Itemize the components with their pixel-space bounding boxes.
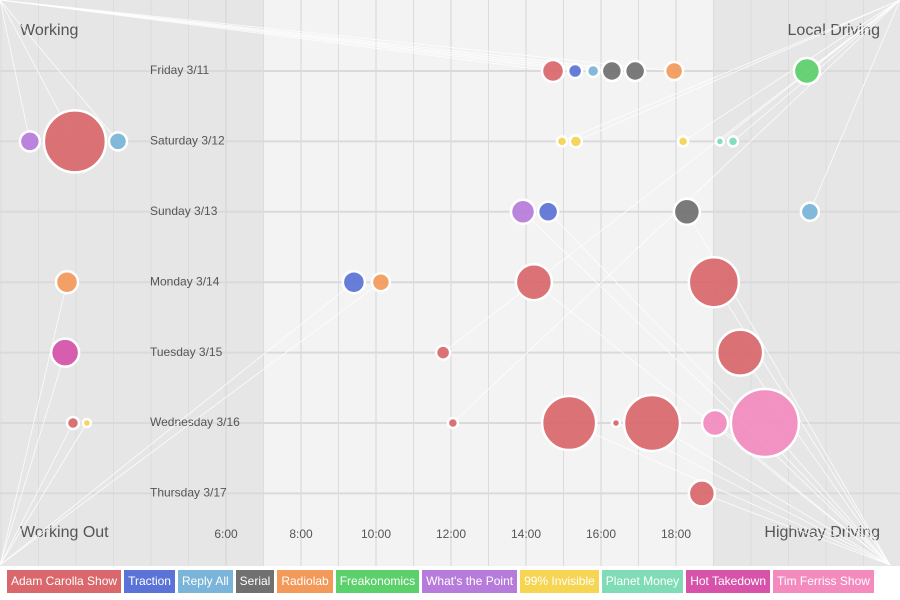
location-link: [0, 0, 119, 142]
bubble: [370, 271, 392, 293]
bubble: [715, 328, 765, 377]
legend-item[interactable]: Freakonomics: [335, 570, 420, 593]
x-tick-label: 10:00: [361, 527, 391, 541]
bubble: [566, 62, 584, 80]
bubble: [540, 394, 598, 452]
bubble: [434, 344, 452, 361]
location-link: [651, 422, 891, 566]
location-link: [0, 422, 74, 566]
x-tick-label: 18:00: [661, 527, 691, 541]
location-link: [0, 0, 554, 72]
bubble: [622, 393, 682, 453]
legend-item[interactable]: What's the Point: [422, 570, 518, 593]
bubble: [799, 201, 821, 223]
bubble: [600, 59, 624, 83]
location-link: [0, 0, 612, 72]
legend: Adam Carolla Show Traction Reply All Serial…: [7, 570, 874, 593]
bubble: [687, 479, 717, 508]
location-link: [701, 493, 891, 566]
location-link: [0, 0, 636, 72]
location-link: [0, 0, 675, 72]
bubble: [687, 255, 741, 309]
bubble: [729, 387, 801, 459]
y-tick-label: Saturday 3/12: [150, 134, 225, 148]
bubble: [663, 60, 685, 82]
legend-item[interactable]: Adam Carolla Show: [7, 570, 122, 593]
location-link: [0, 281, 382, 566]
location-link: [809, 0, 900, 212]
x-tick-label: 12:00: [436, 527, 466, 541]
bubble: [49, 337, 81, 368]
location-link: [0, 282, 68, 566]
bubble: [18, 130, 42, 153]
y-tick-label: Thursday 3/17: [150, 486, 227, 500]
bubble: [555, 135, 569, 148]
bubble: [107, 131, 129, 152]
bubble: [514, 262, 554, 302]
location-label: Local Driving: [788, 22, 880, 39]
legend-item[interactable]: Traction: [124, 570, 175, 593]
y-tick-label: Monday 3/14: [150, 274, 220, 288]
legend-item[interactable]: Radiolab: [277, 570, 333, 593]
x-tick-label: 16:00: [586, 527, 616, 541]
location-link: [0, 281, 355, 566]
location-link: [568, 422, 891, 566]
x-tick-label: 6:00: [214, 527, 238, 541]
x-tick-label: 14:00: [511, 527, 541, 541]
bubble: [700, 408, 730, 438]
location-label: Working Out: [20, 524, 109, 541]
y-tick-label: Wednesday 3/16: [150, 415, 240, 429]
location-link: [0, 422, 88, 566]
chart: Working Local Driving Working Out Highwa…: [0, 0, 900, 566]
location-link: [561, 0, 900, 142]
bubble: [65, 415, 81, 431]
bubble: [42, 109, 108, 174]
legend-item[interactable]: Planet Money: [601, 570, 684, 593]
location-link: [682, 0, 900, 142]
bubble: [672, 197, 702, 227]
bubble: [536, 200, 560, 224]
x-tick-label: 8:00: [289, 527, 313, 541]
bubble: [509, 198, 537, 226]
legend-item[interactable]: 99% Invisible: [520, 570, 599, 593]
bubble: [623, 59, 647, 83]
legend-item[interactable]: Reply All: [177, 570, 233, 593]
bubble: [81, 417, 93, 429]
legend-item[interactable]: Serial: [235, 570, 275, 593]
y-tick-label: Sunday 3/13: [150, 204, 218, 218]
y-tick-label: Friday 3/11: [150, 63, 209, 77]
legend-item[interactable]: Hot Takedown: [686, 570, 771, 593]
location-link: [0, 352, 66, 566]
bubble: [792, 56, 822, 86]
bubble: [54, 269, 80, 295]
bubble: [676, 135, 690, 148]
location-link: [547, 211, 891, 566]
location-link: [0, 0, 31, 142]
bubble: [540, 58, 566, 84]
y-tick-label: Tuesday 3/15: [150, 345, 223, 359]
location-link: [575, 0, 900, 142]
bubble: [726, 135, 740, 148]
bubble: [714, 136, 726, 147]
bubble: [568, 134, 584, 149]
bubble: [341, 269, 367, 295]
bubble: [585, 63, 601, 79]
bubble: [446, 416, 460, 430]
legend-item[interactable]: Tim Ferriss Show: [773, 570, 874, 593]
location-link: [522, 211, 891, 566]
bubble: [610, 417, 622, 429]
location-label: Working: [20, 22, 78, 39]
